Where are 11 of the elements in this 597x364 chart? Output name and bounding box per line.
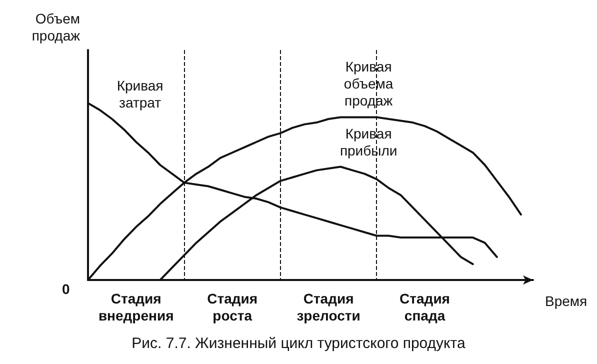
series-label: Кривая прибыли [340, 125, 398, 158]
text: Рис. 7.7. Жизненный цикл туристского продукта [132, 335, 466, 352]
x-axis-title: Время [545, 293, 588, 309]
text: 0 [62, 281, 70, 297]
y-axis-title: Объем продаж [32, 10, 81, 44]
series-label: Кривая объема продаж [344, 58, 394, 109]
x-tick-label: Стадия спада [400, 290, 450, 324]
series-label: Кривая затрат [116, 78, 164, 110]
x-tick-label: Стадия зрелости [296, 290, 360, 324]
x-tick-label: Стадия роста [207, 290, 258, 324]
x-tick-label: Стадия внедрения [98, 290, 174, 324]
